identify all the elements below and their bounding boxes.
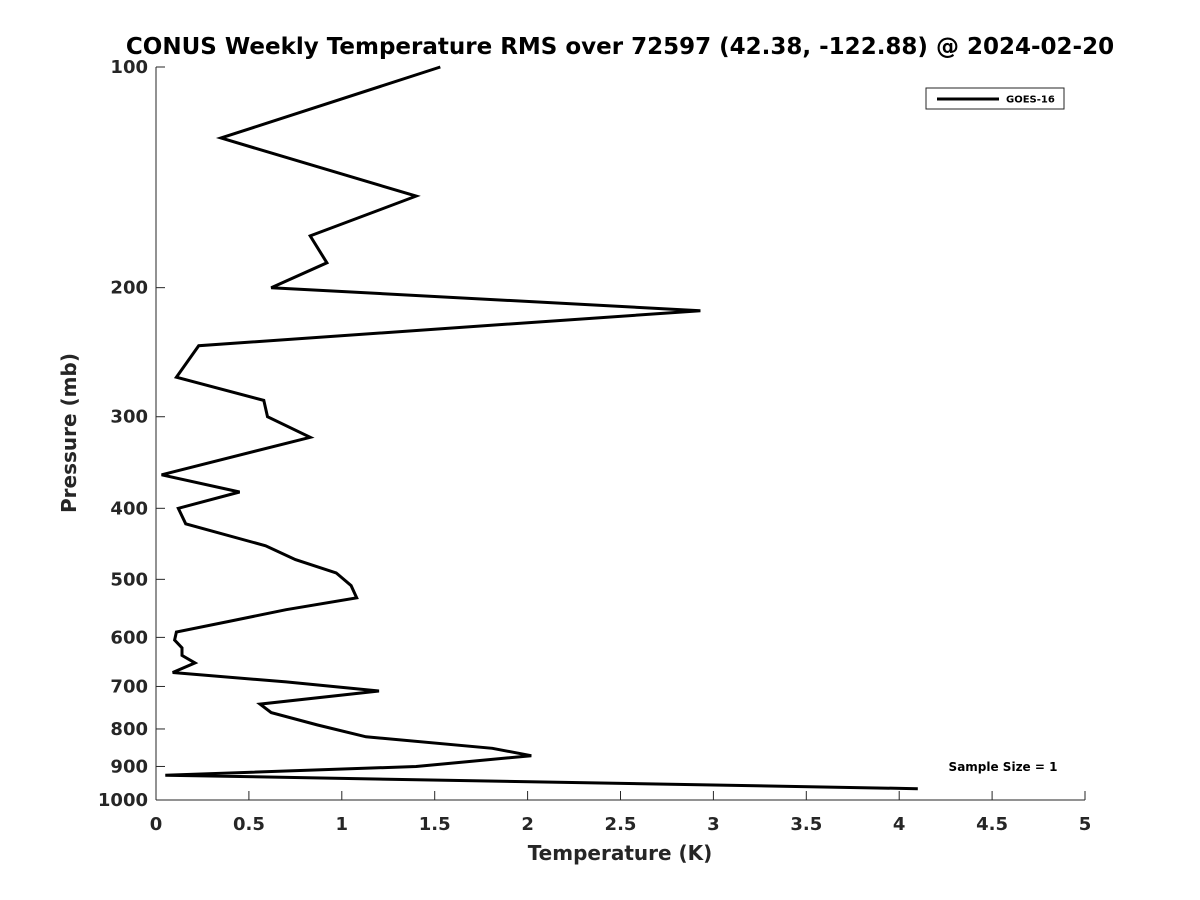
x-tick-label: 5 <box>1079 814 1092 835</box>
x-tick-label: 3 <box>707 814 720 835</box>
x-tick-label: 1.5 <box>419 814 451 835</box>
y-tick-label: 800 <box>110 719 148 740</box>
y-tick-label: 400 <box>110 498 148 519</box>
chart-title: CONUS Weekly Temperature RMS over 72597 … <box>126 34 1114 60</box>
y-tick-label: 100 <box>110 57 148 78</box>
legend: GOES-16 <box>925 87 1065 110</box>
y-tick-label: 900 <box>110 756 148 777</box>
x-tick-label: 4 <box>893 814 906 835</box>
sample-size-annotation: Sample Size = 1 <box>949 760 1058 774</box>
y-tick-label: 500 <box>110 569 148 590</box>
x-tick-label: 3.5 <box>790 814 822 835</box>
x-axis-label: Temperature (K) <box>528 841 713 865</box>
x-tick-label: 0.5 <box>233 814 265 835</box>
x-tick-label: 0 <box>150 814 163 835</box>
x-tick-label: 2.5 <box>605 814 637 835</box>
series-line-goes-16 <box>161 65 918 791</box>
x-tick-label: 4.5 <box>976 814 1008 835</box>
x-tick-label: 2 <box>521 814 534 835</box>
y-axis-label: Pressure (mb) <box>57 353 81 513</box>
y-tick-label: 600 <box>110 627 148 648</box>
y-axis-ticks: 100 200 300 400 500 600 700 800 900 1000 <box>98 57 165 811</box>
y-tick-label: 300 <box>110 407 148 428</box>
y-tick-label: 700 <box>110 676 148 697</box>
legend-entry-goes-16: GOES-16 <box>1006 95 1055 106</box>
x-tick-label: 1 <box>336 814 349 835</box>
y-tick-label: 1000 <box>98 790 148 811</box>
x-axis-ticks: 0 0.5 1 1.5 2 2.5 3 3.5 4 4.5 5 <box>150 791 1092 835</box>
series-layer <box>161 65 918 791</box>
y-tick-label: 200 <box>110 278 148 299</box>
